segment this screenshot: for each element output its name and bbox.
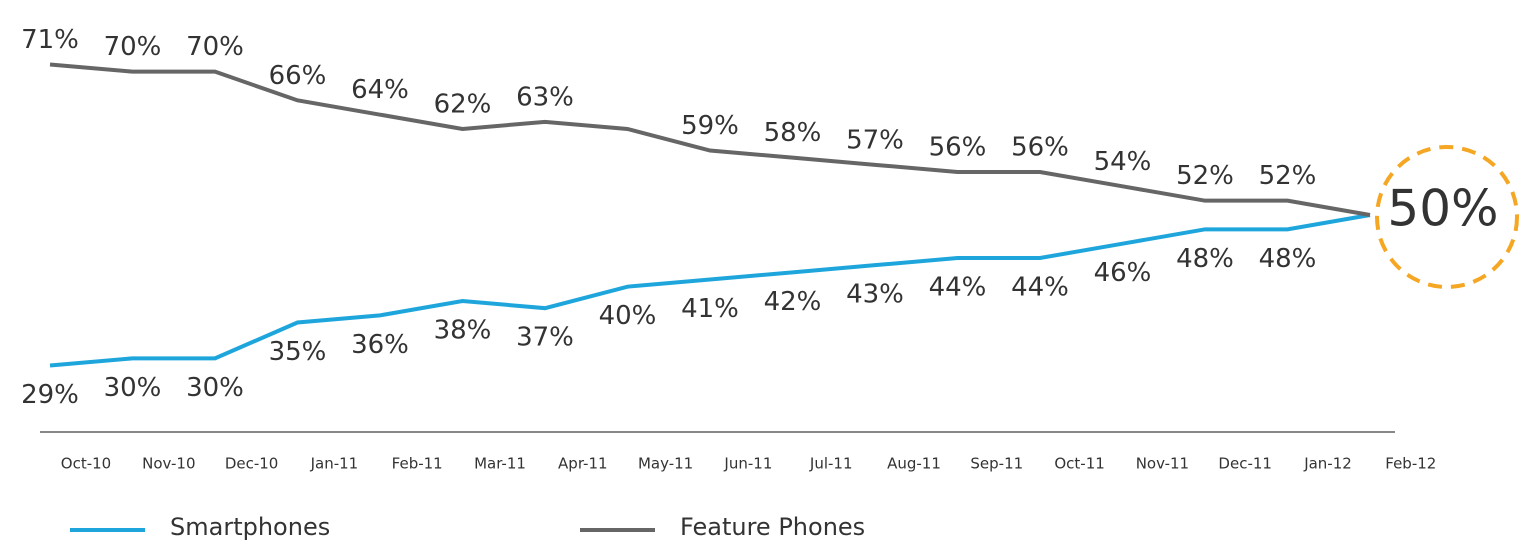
data-label: 42%: [764, 287, 822, 317]
data-label: 44%: [1011, 273, 1069, 303]
legend-label: Smartphones: [170, 513, 330, 541]
x-tick-label: Jan-12: [1303, 455, 1352, 473]
x-tick-label: Nov-11: [1136, 455, 1189, 473]
x-tick-label: Sep-11: [970, 455, 1023, 473]
data-label: 35%: [269, 337, 327, 367]
data-label: 37%: [516, 323, 574, 353]
data-label: 64%: [351, 75, 409, 105]
data-label: 48%: [1176, 244, 1234, 274]
data-label: 48%: [1259, 244, 1317, 274]
x-tick-label: Jan-11: [310, 455, 359, 473]
data-label: 54%: [1094, 147, 1152, 177]
x-tick-label: Jul-11: [809, 455, 853, 473]
data-label: 56%: [929, 133, 987, 163]
data-label: 44%: [929, 273, 987, 303]
data-label: 66%: [269, 61, 327, 91]
annotation: 50%: [1387, 180, 1498, 238]
data-label: 70%: [104, 32, 162, 62]
data-label: 59%: [681, 111, 739, 141]
data-label: 40%: [599, 301, 657, 331]
data-label: 70%: [186, 32, 244, 62]
data-label: 29%: [21, 380, 79, 410]
data-label: 57%: [846, 125, 904, 155]
data-label: 41%: [681, 294, 739, 324]
x-tick-label: Aug-11: [887, 455, 941, 473]
highlight-circle: [1375, 145, 1519, 289]
x-tick-label: Nov-10: [142, 455, 195, 473]
data-label: 46%: [1094, 258, 1152, 288]
data-label: 30%: [186, 373, 244, 403]
data-label: 52%: [1259, 161, 1317, 191]
x-tick-label: Oct-10: [61, 455, 111, 473]
x-tick-label: May-11: [638, 455, 693, 473]
data-label: 56%: [1011, 133, 1069, 163]
x-tick-label: Mar-11: [474, 455, 526, 473]
data-label: 43%: [846, 280, 904, 310]
data-label: 63%: [516, 82, 574, 112]
data-label: 38%: [434, 316, 492, 346]
data-label: 30%: [104, 373, 162, 403]
data-label: 58%: [764, 118, 822, 148]
data-label: 36%: [351, 330, 409, 360]
data-label: 62%: [434, 90, 492, 120]
data-label: 52%: [1176, 161, 1234, 191]
x-tick-label: Dec-11: [1218, 455, 1272, 473]
x-tick-label: Dec-10: [225, 455, 279, 473]
x-tick-label: Feb-12: [1385, 455, 1436, 473]
data-label: 71%: [21, 25, 79, 55]
x-tick-label: Feb-11: [392, 455, 443, 473]
series-line: [49, 62, 1371, 217]
legend-label: Feature Phones: [680, 513, 865, 541]
x-tick-label: Apr-11: [558, 455, 608, 473]
series-line: [49, 213, 1371, 368]
x-tick-label: Oct-11: [1054, 455, 1104, 473]
x-tick-label: Jun-11: [723, 455, 772, 473]
